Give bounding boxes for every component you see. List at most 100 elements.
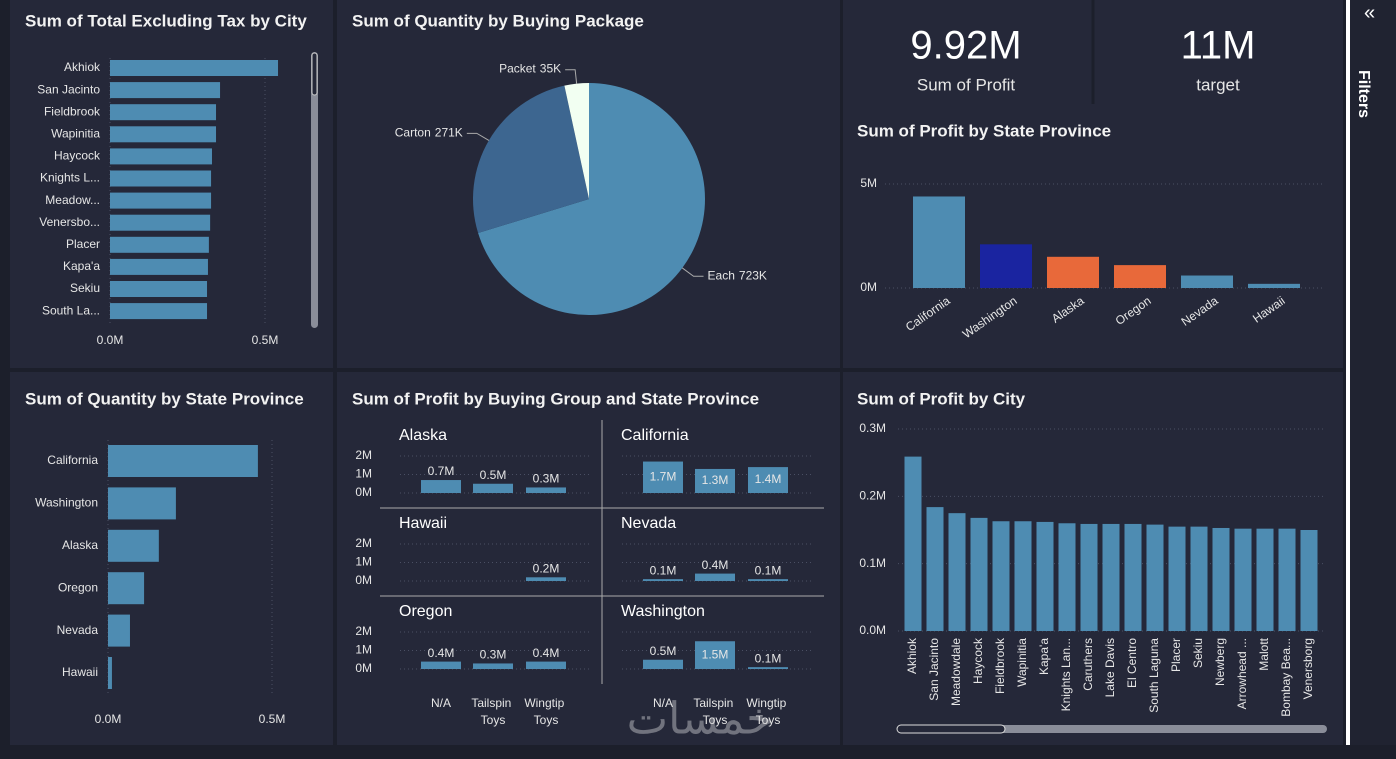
panel-title: Nevada — [621, 515, 676, 532]
filters-label[interactable]: Filters — [1355, 70, 1372, 119]
bar — [748, 467, 788, 493]
bar — [643, 579, 683, 581]
x-tick-label: Wingtip Toys — [746, 696, 789, 727]
data-label: Carton 271K — [395, 125, 463, 139]
bar — [1248, 283, 1300, 288]
y-tick-label: 2M — [355, 624, 372, 638]
bar — [110, 258, 208, 275]
bar — [1102, 523, 1120, 631]
bar — [1080, 523, 1098, 631]
panel — [337, 372, 840, 745]
x-tick-label: 0.0M — [95, 712, 122, 726]
collapse-icon[interactable]: « — [1364, 2, 1376, 24]
panel-title: Washington — [621, 603, 705, 620]
bar — [1168, 526, 1186, 631]
chart-title: Sum of Profit by Buying Group and State … — [352, 389, 759, 408]
value-label: 271K — [435, 125, 463, 139]
y-tick-label: Wapinitia — [51, 126, 100, 140]
x-tick-label: 0.5M — [259, 712, 286, 726]
panel-title: California — [621, 427, 689, 444]
x-tick-label: Placer — [1169, 638, 1183, 672]
data-label: 1.7M — [650, 469, 677, 483]
watermark: خمسات — [627, 695, 774, 744]
bar — [926, 507, 944, 631]
x-tick-label: Arrowhead ... — [1235, 638, 1249, 709]
leader-line — [681, 267, 704, 277]
y-tick-label: 0.1M — [859, 556, 886, 570]
scrollbar-thumb[interactable] — [896, 724, 1006, 734]
label-line: Toys — [481, 713, 506, 727]
bar — [1146, 524, 1164, 631]
filters-pane[interactable]: « — [1346, 0, 1396, 745]
y-tick-label: 2M — [355, 448, 372, 462]
data-label: 0.7M — [428, 464, 455, 478]
y-tick-label: 0M — [355, 573, 372, 587]
bar — [110, 60, 279, 76]
data-label: 1.5M — [702, 647, 729, 661]
y-tick-label: Hawaii — [62, 665, 98, 679]
y-tick-label: Fieldbrook — [44, 104, 101, 118]
pie-slice — [478, 82, 706, 316]
category-label: Carton — [395, 125, 431, 139]
x-tick-label: Malott — [1257, 637, 1271, 670]
scrollbar[interactable] — [311, 52, 318, 328]
label-line: Tailspin — [693, 696, 736, 710]
bar — [948, 513, 966, 631]
bar — [473, 483, 513, 493]
bar — [1234, 528, 1252, 631]
x-tick-label: South Laguna — [1147, 638, 1161, 713]
bar — [110, 281, 208, 297]
bar — [1014, 521, 1032, 631]
bar — [421, 661, 461, 669]
data-label: 0.4M — [428, 646, 455, 660]
chart-title: Sum of Profit by State Province — [857, 121, 1111, 140]
bar — [980, 244, 1032, 288]
x-tick-label: Bombay Bea... — [1279, 638, 1293, 717]
x-tick-label: 0.0M — [97, 333, 124, 347]
chart-title: Sum of Quantity by Buying Package — [352, 11, 644, 30]
bar — [1278, 528, 1296, 631]
chart-title: Sum of Profit by City — [857, 389, 1026, 408]
data-label: 0.1M — [755, 651, 782, 665]
panel-title: Hawaii — [399, 515, 447, 532]
x-tick-label: Wapinitia — [1015, 638, 1029, 687]
leader-line — [466, 132, 490, 141]
x-tick-label: Akhiok — [905, 637, 919, 674]
label-line: Toys — [703, 713, 728, 727]
bar — [1190, 526, 1208, 631]
bar — [110, 82, 221, 99]
label-line: Wingtip — [746, 696, 789, 710]
data-label: 0.2M — [533, 561, 560, 575]
card-value: 11M — [1181, 24, 1256, 68]
x-tick-label: Tailspin Toys — [471, 696, 514, 727]
bar — [473, 663, 513, 669]
label-line: Toys — [534, 713, 559, 727]
bar — [1300, 530, 1318, 631]
label-line: N/A — [431, 696, 451, 710]
data-label: 0.1M — [755, 563, 782, 577]
x-tick-label: Newberg — [1213, 638, 1227, 686]
leader-line — [565, 69, 578, 84]
scrollbar-thumb[interactable] — [311, 52, 318, 96]
data-label: Each 723K — [708, 268, 767, 282]
y-tick-label: Knights L... — [40, 171, 100, 185]
bar — [748, 579, 788, 581]
bar — [695, 573, 735, 581]
y-tick-label: Haycock — [54, 149, 101, 163]
x-tick-label: Knights Lan... — [1059, 638, 1073, 711]
y-tick-label: Akhiok — [64, 60, 101, 74]
bar — [1256, 528, 1274, 631]
bar — [108, 657, 112, 689]
data-label: 0.5M — [650, 644, 677, 658]
chart-title: Sum of Quantity by State Province — [25, 389, 304, 408]
y-tick-label: 0.2M — [859, 489, 886, 503]
bar — [110, 148, 212, 165]
y-tick-label: 0.3M — [859, 421, 886, 435]
y-tick-label: Washington — [35, 496, 98, 510]
data-label: 1.3M — [702, 473, 729, 487]
panel-title: Alaska — [399, 427, 447, 444]
bar — [108, 572, 145, 605]
x-tick-label: Venersborg — [1301, 638, 1315, 699]
data-label: 0.3M — [533, 472, 560, 486]
